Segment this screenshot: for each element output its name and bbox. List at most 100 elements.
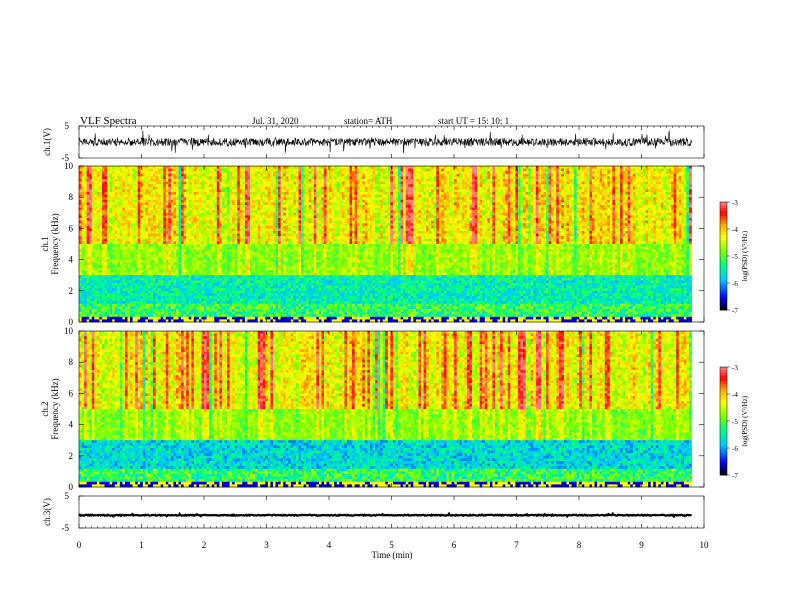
- spectrogram-cell: [416, 197, 419, 200]
- spectrogram-cell: [329, 187, 332, 190]
- spectrogram-cell: [362, 171, 365, 174]
- spectrogram-cell: [459, 202, 462, 205]
- spectrogram-cell: [150, 197, 153, 200]
- spectrogram-cell: [635, 187, 638, 190]
- spectrogram-cell: [556, 213, 559, 216]
- spectrogram-cell: [513, 202, 516, 205]
- spectrogram-cell: [219, 208, 222, 211]
- spectrogram-cell: [138, 208, 141, 211]
- spectrogram-cell: [247, 174, 250, 177]
- spectrogram-cell: [324, 174, 327, 177]
- spectrogram-cell: [584, 197, 587, 200]
- spectrogram-cell: [533, 166, 536, 169]
- spectrogram-cell: [587, 215, 590, 218]
- spectrogram-cell: [633, 200, 636, 203]
- spectrogram-cell: [395, 179, 398, 182]
- spectrogram-cell: [372, 187, 375, 190]
- spectrogram-cell: [605, 210, 608, 213]
- spectrogram-cell: [551, 215, 554, 218]
- spectrogram-cell: [518, 179, 521, 182]
- spectrogram-cell: [217, 192, 220, 195]
- spectrogram-cell: [605, 171, 608, 174]
- spectrogram-cell: [362, 174, 365, 177]
- spectrogram-cell: [89, 202, 92, 205]
- spectrogram-cell: [523, 218, 526, 221]
- spectrogram-cell: [230, 182, 233, 185]
- spectrogram-cell: [102, 195, 105, 198]
- spectrogram-cell: [646, 200, 649, 203]
- spectrogram-cell: [515, 195, 518, 198]
- spectrogram-cell: [140, 171, 143, 174]
- spectrogram-cell: [367, 169, 370, 172]
- spectrogram-cell: [255, 169, 258, 172]
- spectrogram-cell: [230, 176, 233, 179]
- spectrogram-cell: [337, 169, 340, 172]
- spectrogram-cell: [268, 169, 271, 172]
- spectrogram-cell: [533, 171, 536, 174]
- spectrogram-cell: [418, 197, 421, 200]
- spectrogram-cell: [217, 189, 220, 192]
- spectrogram-cell: [411, 205, 414, 208]
- spectrogram-cell: [467, 213, 470, 216]
- spectrogram-cell: [431, 169, 434, 172]
- spectrogram-cell: [179, 195, 182, 198]
- spectrogram-cell: [202, 215, 205, 218]
- spectrogram-cell: [518, 195, 521, 198]
- spectrogram-cell: [663, 176, 666, 179]
- spectrogram-cell: [247, 182, 250, 185]
- spectrogram-cell: [79, 184, 82, 187]
- spectrogram-cell: [515, 197, 518, 200]
- spectrogram-cell: [482, 208, 485, 211]
- spectrogram-cell: [237, 174, 240, 177]
- spectrogram-cell: [541, 192, 544, 195]
- spectrogram-cell: [595, 182, 598, 185]
- spectrogram-cell: [566, 187, 569, 190]
- spectrogram-cell: [587, 171, 590, 174]
- spectrogram-cell: [268, 174, 271, 177]
- spectrogram-cell: [258, 200, 261, 203]
- spectrogram-cell: [191, 171, 194, 174]
- spectrogram-cell: [347, 182, 350, 185]
- spectrogram-cell: [84, 192, 87, 195]
- spectrogram-cell: [653, 210, 656, 213]
- spectrogram-cell: [334, 189, 337, 192]
- spectrogram-cell: [227, 200, 230, 203]
- spectrogram-cell: [84, 215, 87, 218]
- spectrogram-cell: [278, 202, 281, 205]
- spectrogram-cell: [518, 192, 521, 195]
- spectrogram-cell: [115, 166, 118, 169]
- spectrogram-cell: [316, 174, 319, 177]
- spectrogram-cell: [288, 208, 291, 211]
- spectrogram-cell: [500, 169, 503, 172]
- spectrogram-cell: [526, 174, 529, 177]
- spectrogram-cell: [623, 171, 626, 174]
- spectrogram-cell: [441, 189, 444, 192]
- spectrogram-cell: [395, 171, 398, 174]
- spectrogram-cell: [135, 166, 138, 169]
- spectrogram-cell: [541, 169, 544, 172]
- spectrogram-cell: [592, 187, 595, 190]
- spectrogram-cell: [365, 218, 368, 221]
- spectrogram-cell: [390, 192, 393, 195]
- spectrogram-cell: [646, 208, 649, 211]
- spectrogram-cell: [528, 218, 531, 221]
- spectrogram-cell: [457, 179, 460, 182]
- spectrogram-cell: [273, 182, 276, 185]
- spectrogram-cell: [199, 174, 202, 177]
- spectrogram-cell: [663, 187, 666, 190]
- spectrogram-cell: [258, 184, 261, 187]
- spectrogram-cell: [658, 176, 661, 179]
- spectrogram-cell: [219, 210, 222, 213]
- spectrogram-cell: [686, 213, 689, 216]
- spectrogram-cell: [156, 179, 159, 182]
- spectrogram-cell: [87, 176, 90, 179]
- spectrogram-cell: [658, 197, 661, 200]
- spectrogram-cell: [452, 210, 455, 213]
- spectrogram-cell: [676, 210, 679, 213]
- spectrogram-cell: [447, 189, 450, 192]
- spectrogram-cell: [173, 210, 176, 213]
- spectrogram-cell: [332, 215, 335, 218]
- spectrogram-cell: [656, 215, 659, 218]
- spectrogram-cell: [485, 182, 488, 185]
- spectrogram-cell: [510, 184, 513, 187]
